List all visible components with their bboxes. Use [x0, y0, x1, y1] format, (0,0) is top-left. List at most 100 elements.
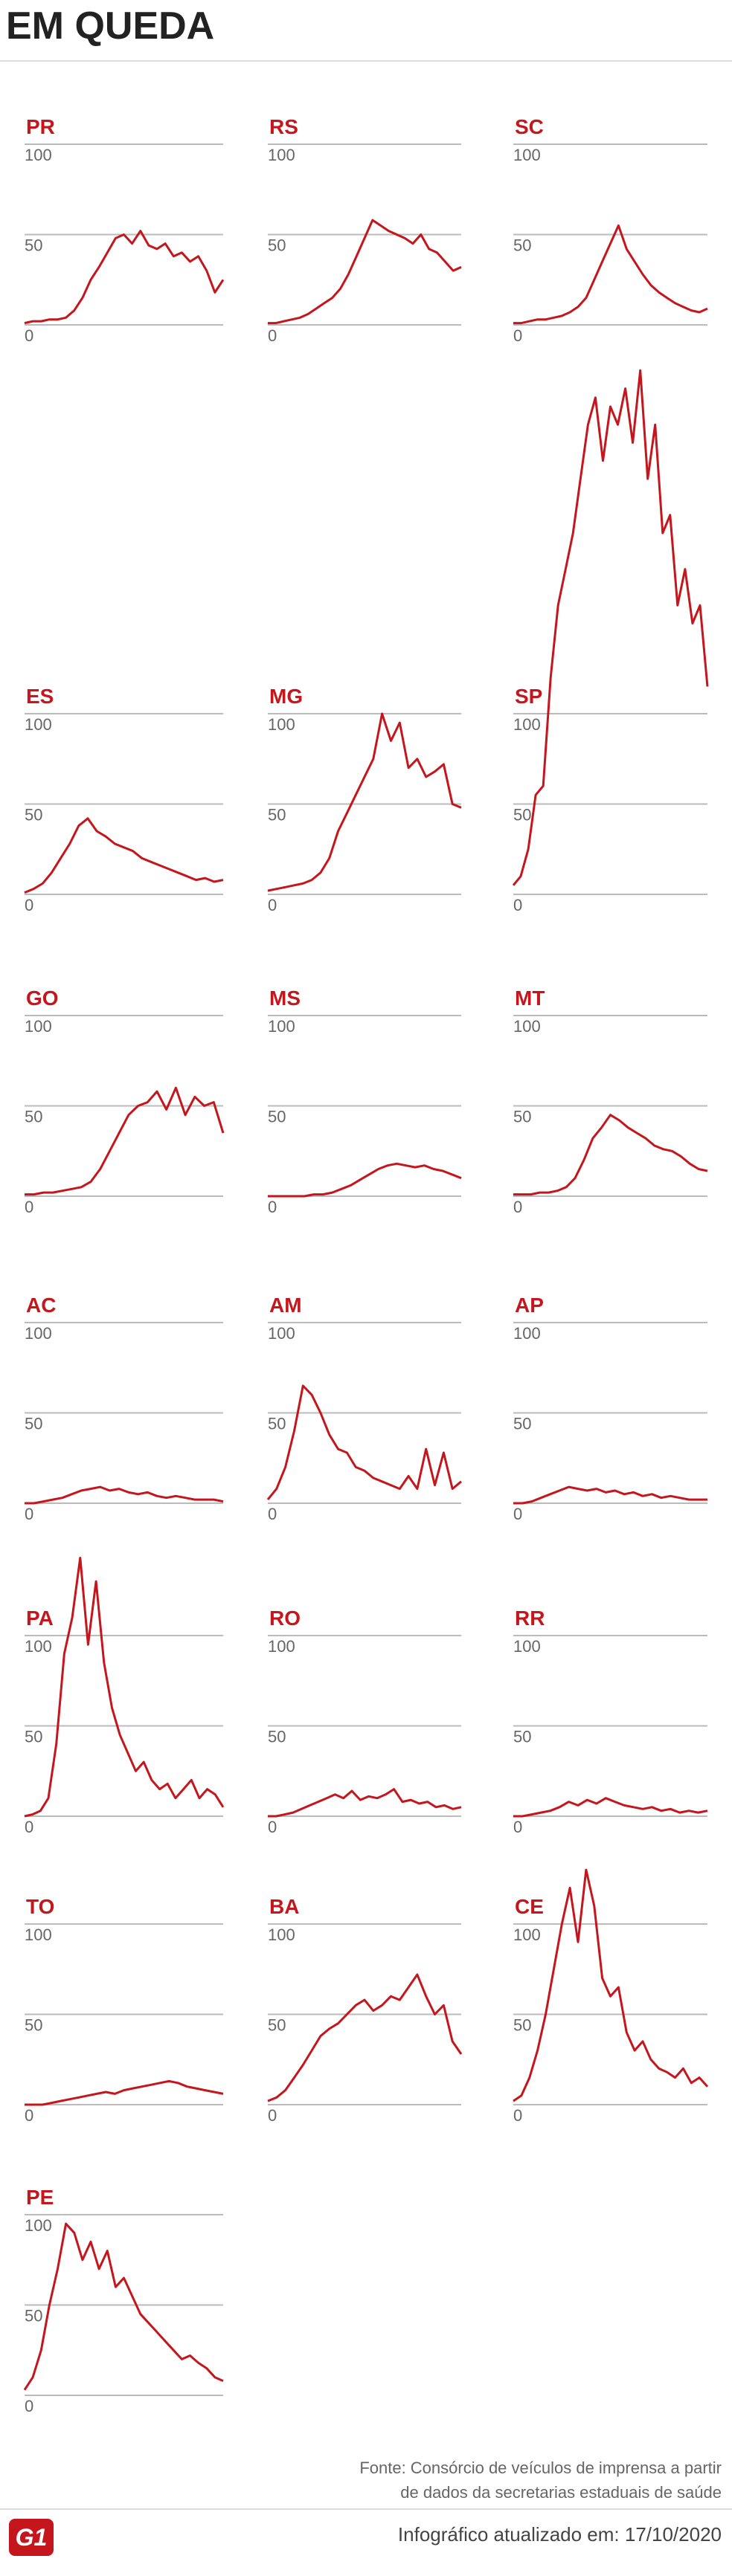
y-tick-label: 100: [25, 1637, 52, 1656]
panel-title: AM: [269, 1294, 302, 1317]
panel-title: TO: [26, 1895, 54, 1918]
panel-title: MS: [269, 987, 301, 1010]
y-tick-label: 0: [25, 1198, 33, 1216]
panel-title: PR: [26, 115, 55, 138]
y-tick-label: 50: [513, 1728, 531, 1746]
y-tick-label: 0: [513, 1198, 522, 1216]
y-tick-label: 0: [25, 2106, 33, 2125]
page-title: EM QUEDA: [6, 4, 214, 48]
y-tick-label: 0: [513, 326, 522, 345]
y-tick-label: 50: [25, 236, 42, 255]
y-tick-label: 50: [268, 1728, 286, 1746]
y-tick-label: 50: [25, 2307, 42, 2325]
data-line: [25, 1485, 224, 1505]
y-tick-label: 50: [268, 806, 286, 824]
data-line: [23, 2222, 224, 2391]
y-tick-label: 100: [25, 1925, 52, 1944]
y-tick-label: 0: [25, 2397, 33, 2415]
panel-title: PA: [26, 1607, 54, 1630]
panel-title: ES: [26, 685, 54, 708]
y-tick-label: 100: [268, 1324, 295, 1343]
y-tick-label: 0: [268, 896, 277, 914]
y-tick-label: 0: [268, 1198, 277, 1216]
y-tick-label: 100: [513, 146, 541, 164]
data-line: [513, 1114, 708, 1196]
updated-date: Infográfico atualizado em: 17/10/2020: [398, 2523, 722, 2546]
y-tick-label: 100: [513, 1637, 541, 1656]
y-tick-label: 0: [513, 1505, 522, 1523]
y-tick-label: 100: [25, 1017, 52, 1036]
y-tick-label: 100: [268, 1637, 295, 1656]
y-tick-label: 100: [513, 1925, 541, 1944]
y-tick-label: 100: [25, 715, 52, 734]
y-tick-label: 100: [513, 1017, 541, 1036]
y-tick-label: 100: [513, 1324, 541, 1343]
data-line: [268, 219, 462, 325]
y-tick-label: 100: [268, 1925, 295, 1944]
y-tick-label: 50: [268, 236, 286, 255]
data-line: [513, 224, 708, 325]
panel-title: SC: [515, 115, 544, 138]
y-tick-label: 100: [513, 715, 541, 734]
y-tick-label: 50: [268, 1415, 286, 1433]
y-tick-label: 50: [513, 2016, 531, 2035]
y-tick-label: 0: [268, 326, 277, 345]
panel-title: SP: [515, 685, 542, 708]
y-tick-label: 0: [513, 2106, 522, 2125]
data-line: [24, 230, 225, 325]
y-tick-label: 0: [25, 1505, 33, 1523]
panel-title: CE: [515, 1895, 544, 1918]
panel-title: MG: [269, 685, 303, 708]
y-tick-label: 100: [25, 146, 52, 164]
y-tick-label: 100: [268, 715, 295, 734]
panel-title: AP: [515, 1294, 544, 1317]
y-tick-label: 0: [513, 896, 522, 914]
y-tick-label: 50: [513, 1415, 531, 1433]
source-line: Fonte: Consórcio de veículos de imprensa…: [359, 2459, 722, 2477]
y-tick-label: 0: [513, 1818, 522, 1836]
panel-title: RR: [515, 1607, 545, 1630]
y-tick-label: 50: [25, 806, 42, 824]
data-line: [24, 1557, 225, 1818]
y-tick-label: 100: [25, 1324, 52, 1343]
logo: G1: [16, 2524, 48, 2551]
data-line: [25, 2079, 224, 2106]
data-line: [267, 1973, 463, 2102]
y-tick-label: 100: [268, 146, 295, 164]
data-line: [513, 1485, 707, 1505]
data-line: [24, 817, 224, 894]
y-tick-label: 100: [25, 2216, 52, 2235]
data-line: [512, 369, 709, 886]
y-tick-label: 0: [268, 2106, 277, 2125]
y-tick-label: 50: [25, 1108, 42, 1126]
y-tick-label: 0: [25, 326, 33, 345]
source-line: de dados da secretarias estaduais de saú…: [400, 2483, 722, 2502]
panel-title: RO: [269, 1607, 301, 1630]
y-tick-label: 50: [268, 2016, 286, 2035]
y-tick-label: 0: [25, 896, 33, 914]
y-tick-label: 50: [25, 1728, 42, 1746]
y-tick-label: 50: [25, 2016, 42, 2035]
y-tick-label: 50: [513, 236, 531, 255]
y-tick-label: 0: [268, 1818, 277, 1836]
y-tick-label: 50: [25, 1415, 42, 1433]
data-line: [266, 1384, 462, 1501]
data-line: [268, 1162, 462, 1198]
logo-box: [9, 2519, 54, 2556]
y-tick-label: 0: [25, 1818, 33, 1836]
y-tick-label: 0: [268, 1505, 277, 1523]
data-line: [513, 1868, 709, 2102]
panel-title: MT: [515, 987, 545, 1010]
data-line: [267, 712, 462, 892]
panel-title: GO: [26, 987, 59, 1010]
panel-title: PE: [26, 2186, 54, 2209]
data-line: [25, 1086, 225, 1196]
data-line: [268, 1788, 462, 1818]
panel-title: BA: [269, 1895, 299, 1918]
panel-title: RS: [269, 115, 298, 138]
y-tick-label: 50: [513, 806, 531, 824]
y-tick-label: 50: [268, 1108, 286, 1126]
panel-title: AC: [26, 1294, 56, 1317]
